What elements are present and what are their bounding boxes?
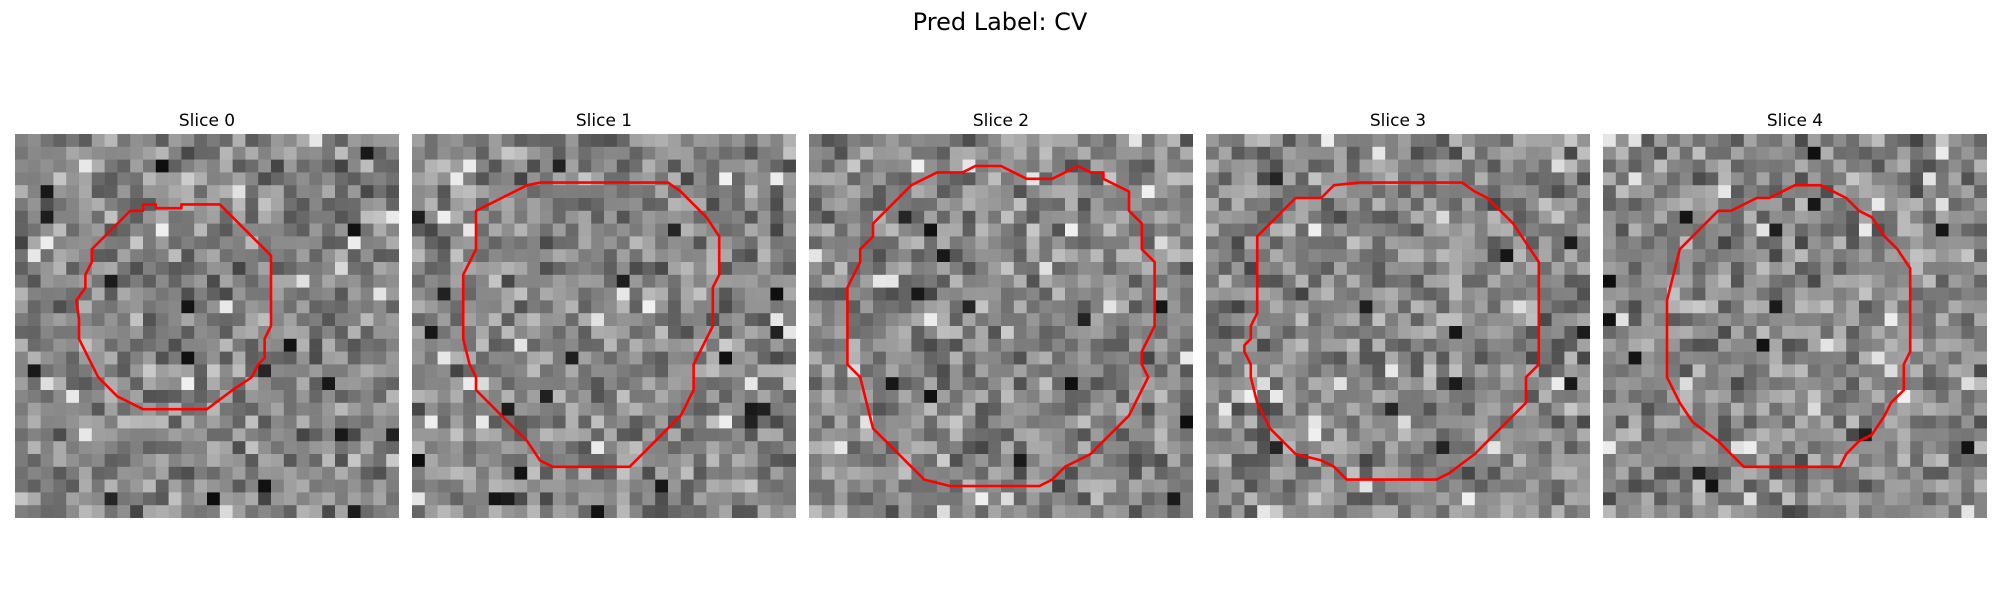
slice-image bbox=[1603, 134, 1987, 518]
noise-pixels bbox=[1206, 134, 1590, 518]
noise-pixels bbox=[412, 134, 796, 518]
contour-outline bbox=[75, 203, 273, 411]
slice-panel-0: Slice 0 bbox=[15, 108, 399, 518]
slice-title: Slice 2 bbox=[972, 111, 1030, 131]
slice-image bbox=[15, 134, 399, 518]
noise-pixels bbox=[809, 134, 1193, 518]
slice-panel-4: Slice 4 bbox=[1603, 108, 1987, 518]
slice-title: Slice 0 bbox=[178, 111, 236, 131]
contour-outline bbox=[461, 181, 721, 469]
slice-title: Slice 4 bbox=[1766, 111, 1824, 131]
slice-panel-2: Slice 2 bbox=[809, 108, 1193, 518]
contour-outline bbox=[846, 164, 1156, 488]
contour-outline bbox=[1243, 181, 1541, 481]
figure-title: Pred Label: CV bbox=[912, 8, 1088, 36]
slice-panel-1: Slice 1 bbox=[412, 108, 796, 518]
slice-panel-3: Slice 3 bbox=[1206, 108, 1590, 518]
slice-image bbox=[412, 134, 796, 518]
slice-title: Slice 3 bbox=[1369, 111, 1427, 131]
noise-pixels bbox=[1603, 134, 1987, 518]
contour-outline bbox=[1665, 183, 1912, 469]
slice-image bbox=[1206, 134, 1590, 518]
slice-title: Slice 1 bbox=[575, 111, 633, 131]
slice-image bbox=[809, 134, 1193, 518]
noise-pixels bbox=[15, 134, 399, 518]
